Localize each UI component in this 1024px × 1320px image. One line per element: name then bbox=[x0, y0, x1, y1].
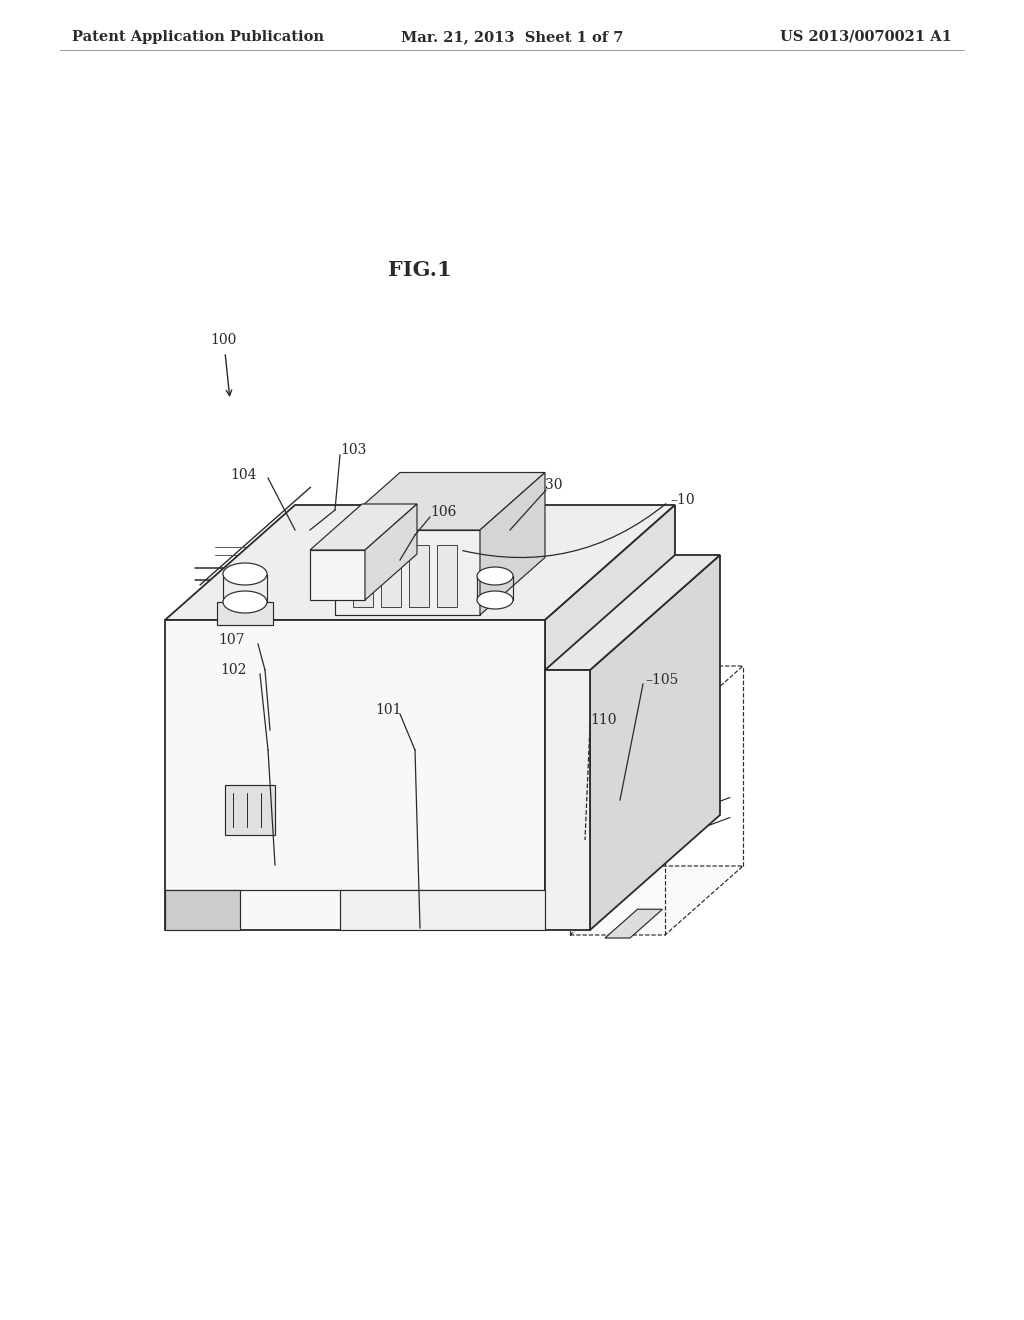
Polygon shape bbox=[165, 620, 545, 931]
Polygon shape bbox=[225, 785, 275, 836]
Polygon shape bbox=[437, 545, 457, 607]
Polygon shape bbox=[217, 602, 273, 624]
Polygon shape bbox=[335, 473, 545, 531]
Polygon shape bbox=[480, 473, 545, 615]
Polygon shape bbox=[165, 890, 240, 931]
Polygon shape bbox=[545, 671, 590, 931]
Polygon shape bbox=[590, 554, 720, 931]
Polygon shape bbox=[310, 550, 365, 601]
Polygon shape bbox=[570, 866, 743, 935]
Polygon shape bbox=[545, 554, 720, 671]
Polygon shape bbox=[340, 890, 545, 931]
Text: US 2013/0070021 A1: US 2013/0070021 A1 bbox=[780, 30, 952, 44]
Text: FIG.1: FIG.1 bbox=[388, 260, 452, 280]
Polygon shape bbox=[409, 545, 429, 607]
Ellipse shape bbox=[477, 591, 513, 609]
Ellipse shape bbox=[477, 568, 513, 585]
Text: Patent Application Publication: Patent Application Publication bbox=[72, 30, 324, 44]
Polygon shape bbox=[381, 545, 401, 607]
Text: 30: 30 bbox=[545, 478, 562, 492]
Polygon shape bbox=[165, 506, 675, 620]
Polygon shape bbox=[353, 545, 373, 607]
Text: 110: 110 bbox=[590, 713, 616, 727]
Text: Mar. 21, 2013  Sheet 1 of 7: Mar. 21, 2013 Sheet 1 of 7 bbox=[400, 30, 624, 44]
Text: 106: 106 bbox=[430, 506, 457, 519]
Text: 100: 100 bbox=[210, 333, 237, 347]
Polygon shape bbox=[365, 504, 417, 601]
Text: 104: 104 bbox=[230, 469, 256, 482]
Polygon shape bbox=[605, 909, 663, 939]
Text: 101: 101 bbox=[375, 704, 401, 717]
Polygon shape bbox=[545, 506, 675, 931]
Text: –10: –10 bbox=[670, 492, 694, 507]
Text: –105: –105 bbox=[645, 673, 678, 686]
Text: 102: 102 bbox=[220, 663, 247, 677]
Polygon shape bbox=[310, 504, 417, 550]
Text: 107: 107 bbox=[218, 634, 245, 647]
Text: 103: 103 bbox=[340, 444, 367, 457]
Ellipse shape bbox=[223, 564, 267, 585]
Polygon shape bbox=[335, 531, 480, 615]
Ellipse shape bbox=[223, 591, 267, 612]
